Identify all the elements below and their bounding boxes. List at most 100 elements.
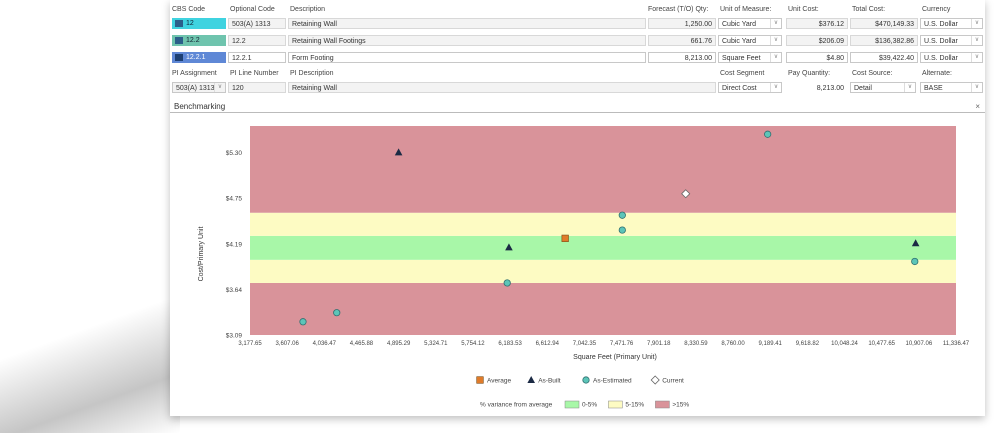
benchmarking-title: Benchmarking [174,102,226,111]
dropdown-arrow-icon: ∨ [770,83,781,92]
header-unit-of-measure: Unit of Measure: [720,6,772,13]
cost-item-panel: CBS Code Optional Code Description Forec… [170,0,985,416]
x-tick-label: 10,907.06 [905,341,932,347]
dropdown-arrow-icon: ∨ [904,83,915,92]
x-tick-label: 6,183.53 [498,341,522,347]
x-tick-label: 10,048.24 [831,341,858,347]
header-currency: Currency [922,6,951,13]
cost-source-select[interactable]: Detail ∨ [850,82,916,93]
dropdown-arrow-icon: ∨ [971,53,982,62]
cbs-folder-icon [175,20,183,27]
currency-select-row-3[interactable]: U.S. Dollar ∨ [920,52,983,63]
x-tick-label: 5,754.12 [461,341,485,347]
x-tick-label: 4,895.29 [387,341,411,347]
x-tick-label: 4,036.47 [313,341,337,347]
cbs-folder-icon [175,37,183,44]
total-cost-row-3[interactable]: $39,422.40 [850,52,918,63]
x-tick-label: 6,612.94 [536,341,560,347]
pi-description-label: PI Description [290,70,334,77]
unit-cost-row-1[interactable]: $376.12 [786,18,848,29]
header-unit-cost: Unit Cost: [788,6,819,13]
as-estimated-point [618,226,626,234]
current-point [681,189,691,199]
as-built-point [911,239,920,247]
legend-as-built-label: As-Built [538,378,561,385]
description-row-2[interactable]: Retaining Wall Footings [288,35,646,46]
cbs-code-row-1[interactable]: 12 [172,18,226,29]
variance-band-3 [250,212,956,236]
currency-select-row-2[interactable]: U.S. Dollar ∨ [920,35,983,46]
y-tick-label: $4.75 [226,195,243,202]
legend-current-label: Current [662,378,684,385]
as-estimated-point [503,279,511,287]
forecast-qty-row-1[interactable]: 1,250.00 [648,18,716,29]
x-axis-label: Square Feet (Primary Unit) [573,354,657,361]
x-tick-label: 7,901.18 [647,341,671,347]
x-tick-label: 5,324.71 [424,341,448,347]
header-total-cost: Total Cost: [852,6,886,13]
benchmark-chart: $3.09 $3.64 $4.19 $4.75 $5.30 3,177.65 3,607.… [198,126,970,409]
pi-description-field[interactable]: Retaining Wall [288,82,716,93]
currency-select-row-1[interactable]: U.S. Dollar ∨ [920,18,983,29]
dropdown-arrow-icon: ∨ [971,83,982,92]
forecast-qty-row-3[interactable]: 8,213.00 [648,52,716,63]
cost-segment-select[interactable]: Direct Cost ∨ [718,82,782,93]
variance-0-5--label: 0-5% [582,402,597,409]
dropdown-arrow-icon: ∨ [770,53,781,62]
as-estimated-point [333,309,341,317]
as-estimated-point [911,257,919,266]
x-tick-label: 7,471.76 [610,341,634,347]
dropdown-arrow-icon: ∨ [214,83,225,92]
header-description: Description [290,6,326,13]
cbs-code-row-3[interactable]: 12.2.1 [172,52,226,63]
y-tick-label: $4.19 [226,242,243,249]
average-point [561,234,569,242]
alternate-select[interactable]: BASE ∨ [920,82,983,93]
pi-line-number-label: PI Line Number [230,70,279,77]
legend-as-built-marker [527,376,535,383]
uom-select-row-3[interactable]: Square Feet ∨ [718,52,782,63]
variance--15--swatch [655,400,670,409]
description-row-1[interactable]: Retaining Wall [288,18,646,29]
as-estimated-point [299,318,307,326]
unit-cost-row-3[interactable]: $4.80 [786,52,848,63]
x-tick-label: 8,760.00 [721,341,745,347]
description-row-3[interactable]: Form Footing [288,52,646,63]
cost-segment-label: Cost Segment [720,70,765,77]
optional-code-row-3[interactable]: 12.2.1 [228,52,286,63]
x-tick-label: 7,042.35 [573,341,597,347]
header-optional-code: Optional Code [230,6,275,13]
unit-cost-row-2[interactable]: $206.09 [786,35,848,46]
pi-assignment-label: PI Assignment [172,70,217,77]
variance-5-15--swatch [608,400,623,409]
variance-band-1 [250,259,956,283]
alternate-label: Alternate: [922,70,952,77]
y-tick-label: $3.64 [226,287,243,294]
dropdown-arrow-icon: ∨ [971,36,982,45]
pi-line-number-field[interactable]: 120 [228,82,286,93]
variance-legend-title: % variance from average [480,402,553,409]
dropdown-arrow-icon: ∨ [770,19,781,28]
as-estimated-point [618,211,626,219]
header-cbs-code: CBS Code [172,6,206,13]
cbs-code-row-2[interactable]: 12.2 [172,35,226,46]
close-icon[interactable]: × [975,102,980,111]
x-tick-label: 3,607.06 [275,341,299,347]
uom-select-row-1[interactable]: Cubic Yard ∨ [718,18,782,29]
pay-quantity-label: Pay Quantity: [788,70,831,77]
variance--15--label: >15% [672,402,689,409]
dropdown-arrow-icon: ∨ [971,19,982,28]
optional-code-row-2[interactable]: 12.2 [228,35,286,46]
total-cost-row-1[interactable]: $470,149.33 [850,18,918,29]
x-tick-label: 9,618.82 [796,341,820,347]
x-tick-label: 3,177.65 [238,341,262,347]
as-built-point [394,148,403,156]
forecast-qty-row-2[interactable]: 661.76 [648,35,716,46]
total-cost-row-2[interactable]: $136,382.86 [850,35,918,46]
benchmarking-header: Benchmarking × [170,101,985,113]
uom-select-row-2[interactable]: Cubic Yard ∨ [718,35,782,46]
variance-5-15--label: 5-15% [625,402,644,409]
pi-assignment-select[interactable]: 503(A) 1313 ∨ [172,82,226,93]
legend-current-marker [650,375,660,385]
optional-code-row-1[interactable]: 503(A) 1313 [228,18,286,29]
